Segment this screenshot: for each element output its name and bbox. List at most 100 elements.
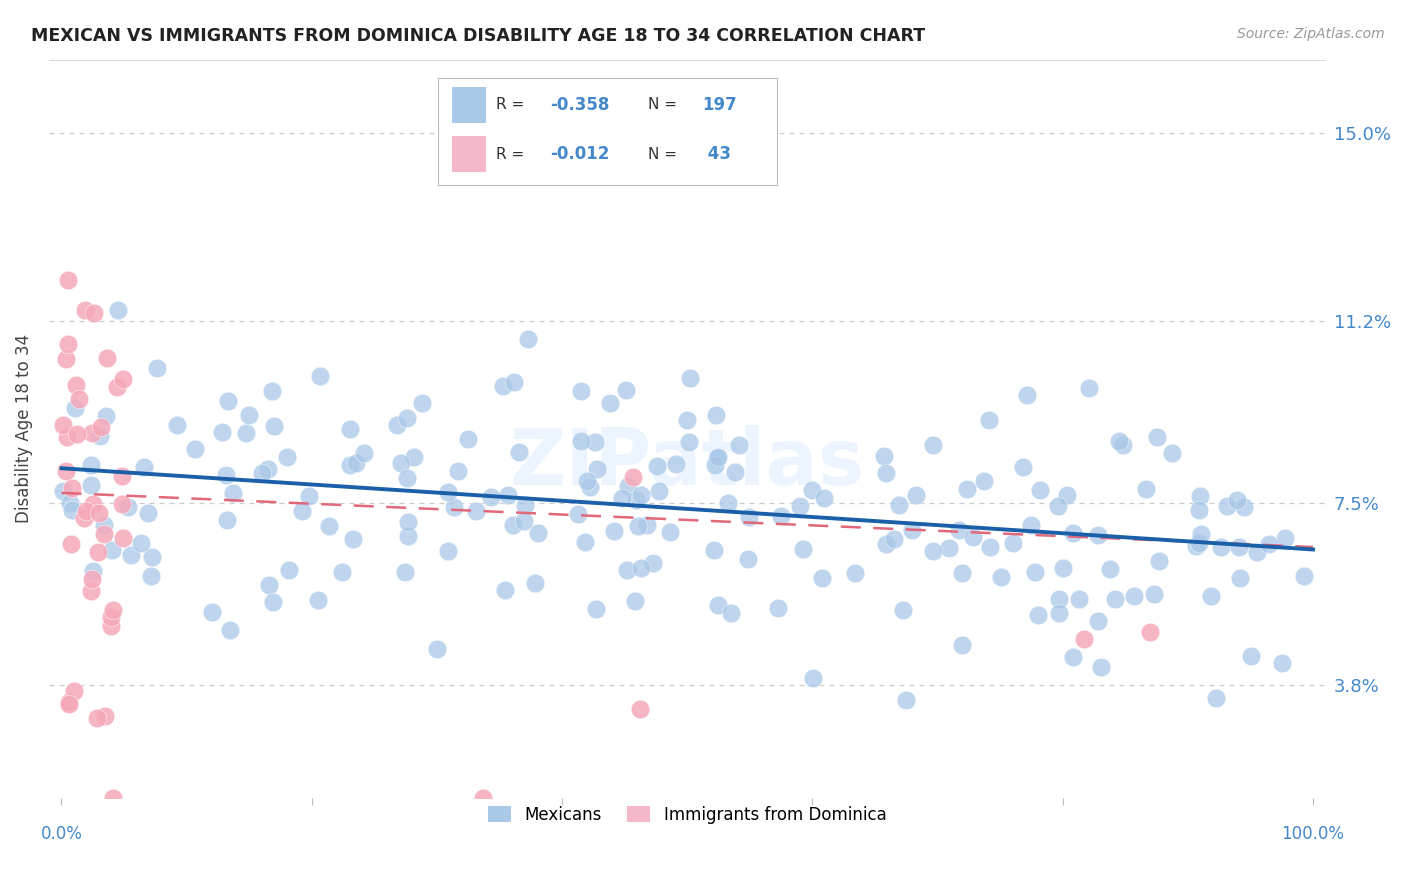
Point: [973, 474, 995, 488]
Point: [222, 485, 245, 500]
Point: [52, 483, 75, 498]
Point: [396, 471, 419, 485]
Point: [141, 550, 163, 565]
Point: [1104, 591, 1126, 606]
Point: [513, 499, 536, 513]
Point: [875, 467, 897, 481]
Point: [132, 459, 155, 474]
Point: [574, 535, 596, 549]
Point: [58, 696, 80, 710]
Point: [120, 548, 142, 562]
Point: [238, 408, 260, 422]
Point: [1271, 656, 1294, 670]
Point: [353, 446, 375, 460]
Point: [93, 517, 115, 532]
Point: [411, 396, 433, 410]
Point: [801, 483, 824, 498]
Point: [891, 603, 914, 617]
Point: [1239, 648, 1261, 663]
Point: [75, 504, 97, 518]
Point: [184, 442, 207, 457]
Point: [263, 419, 285, 434]
Point: [873, 449, 896, 463]
Point: [437, 543, 460, 558]
Point: [257, 578, 280, 592]
Point: [811, 571, 834, 585]
Point: [676, 413, 699, 427]
Point: [250, 466, 273, 480]
Point: [1229, 571, 1251, 585]
Point: [921, 438, 943, 452]
Point: [217, 513, 239, 527]
Point: [94, 709, 117, 723]
Point: [990, 569, 1012, 583]
Point: [211, 425, 233, 440]
Point: [1258, 537, 1281, 551]
Point: [73, 511, 96, 525]
Point: [52, 418, 75, 433]
Point: [977, 413, 1000, 427]
Point: [107, 303, 129, 318]
Point: [737, 552, 759, 566]
Point: [576, 474, 599, 488]
Point: [766, 601, 789, 615]
Point: [948, 524, 970, 538]
Point: [875, 537, 897, 551]
Point: [665, 457, 688, 471]
Point: [1024, 565, 1046, 579]
Point: [63, 683, 86, 698]
Point: [73, 302, 96, 317]
Point: [63, 401, 86, 416]
Point: [1108, 434, 1130, 449]
Point: [100, 618, 122, 632]
Point: [1147, 553, 1170, 567]
Point: [612, 491, 634, 506]
Point: [1161, 446, 1184, 460]
Point: [728, 438, 751, 452]
Point: [630, 560, 652, 574]
Point: [962, 530, 984, 544]
Point: [769, 508, 792, 523]
Point: [1227, 541, 1250, 555]
Point: [678, 371, 700, 385]
Point: [219, 623, 242, 637]
Point: [443, 500, 465, 514]
Point: [1216, 499, 1239, 513]
Point: [481, 490, 503, 504]
Point: [883, 532, 905, 546]
Point: [583, 434, 606, 449]
Point: [1188, 535, 1211, 549]
Point: [82, 497, 104, 511]
Point: [1062, 525, 1084, 540]
Point: [579, 480, 602, 494]
Point: [1146, 429, 1168, 443]
Point: [1015, 388, 1038, 402]
Point: [844, 566, 866, 580]
Point: [101, 602, 124, 616]
Point: [524, 576, 547, 591]
Point: [146, 360, 169, 375]
Legend: Mexicans, Immigrants from Dominica: Mexicans, Immigrants from Dominica: [481, 799, 893, 830]
Point: [1047, 606, 1070, 620]
Point: [1026, 608, 1049, 623]
Point: [89, 506, 111, 520]
Text: MEXICAN VS IMMIGRANTS FROM DOMINICA DISABILITY AGE 18 TO 34 CORRELATION CHART: MEXICAN VS IMMIGRANTS FROM DOMINICA DISA…: [31, 27, 925, 45]
Point: [1078, 381, 1101, 395]
Point: [979, 540, 1001, 554]
Point: [56, 337, 79, 351]
Point: [813, 491, 835, 505]
Point: [887, 498, 910, 512]
Point: [508, 444, 530, 458]
Point: [87, 545, 110, 559]
Point: [465, 504, 488, 518]
Point: [394, 565, 416, 579]
Point: [58, 697, 80, 711]
Point: [585, 602, 607, 616]
Point: [110, 469, 132, 483]
Point: [1047, 499, 1070, 513]
Point: [107, 380, 129, 394]
Point: [938, 541, 960, 556]
Point: [1056, 488, 1078, 502]
Point: [56, 430, 79, 444]
Text: Source: ZipAtlas.com: Source: ZipAtlas.com: [1237, 27, 1385, 41]
